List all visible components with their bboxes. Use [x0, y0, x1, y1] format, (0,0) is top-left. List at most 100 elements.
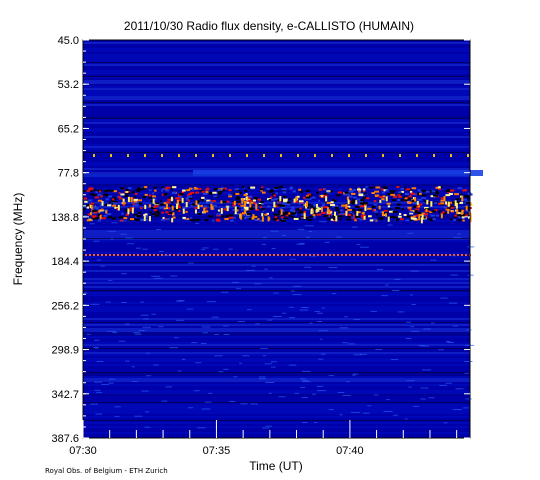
dark-channel [83, 102, 470, 103]
channel-row [83, 250, 470, 252]
burst-pixel [149, 189, 152, 192]
burst-pixel [363, 204, 367, 207]
burst-pixel [347, 215, 351, 218]
noise-speck [260, 347, 269, 349]
rfi-dot [221, 254, 223, 256]
burst-hot [226, 206, 229, 212]
noise-speck [262, 355, 267, 357]
rfi-dot [401, 254, 403, 256]
burst-pixel [202, 192, 208, 195]
burst-pixel [118, 197, 123, 200]
burst-hot [171, 205, 174, 211]
burst-pixel [204, 219, 209, 222]
burst-pixel [357, 217, 360, 220]
burst-pixel [206, 199, 211, 202]
burst-pixel [235, 192, 240, 195]
burst-pixel [190, 219, 195, 222]
noise-speck [211, 316, 219, 318]
burst-pixel [93, 211, 98, 214]
burst-hot [244, 200, 247, 207]
noise-speck [406, 321, 412, 323]
burst-pixel [159, 206, 162, 209]
noise-speck [464, 360, 473, 362]
channel-row [83, 222, 470, 224]
burst-pixel [144, 193, 148, 196]
burst-pixel [171, 186, 177, 189]
burst-pixel [452, 201, 457, 204]
rfi-dot [177, 254, 179, 256]
burst-hot [325, 196, 328, 202]
burst-pixel [215, 218, 221, 221]
noise-speck [359, 246, 369, 248]
rfi-dot [229, 154, 231, 157]
channel-row [83, 136, 470, 138]
channel-row [83, 330, 470, 332]
noise-speck [132, 332, 141, 334]
burst-pixel [261, 203, 265, 206]
burst-pixel [457, 216, 461, 219]
noise-speck [386, 399, 391, 401]
channel-row [83, 408, 470, 410]
burst-pixel [163, 207, 166, 210]
burst-pixel [235, 200, 241, 203]
channel-row [83, 154, 470, 156]
channel-row [83, 160, 470, 162]
burst-pixel [185, 198, 189, 201]
burst-pixel [351, 202, 355, 205]
burst-pixel [182, 216, 186, 219]
burst-pixel [164, 188, 169, 191]
noise-speck [121, 220, 127, 222]
noise-speck [143, 318, 149, 320]
noise-speck [367, 405, 372, 407]
burst-pixel [352, 214, 356, 217]
burst-pixel [455, 198, 459, 201]
burst-pixel [462, 219, 465, 222]
noise-speck [212, 248, 219, 250]
burst-pixel [333, 204, 339, 207]
burst-pixel [261, 186, 264, 189]
burst-pixel [241, 186, 245, 189]
burst-hot [101, 201, 104, 206]
channel-row [83, 340, 470, 342]
burst-pixel [188, 187, 193, 190]
noise-speck [467, 246, 475, 248]
burst-pixel [161, 189, 164, 192]
burst-hot [440, 213, 443, 219]
rfi-dot [381, 254, 383, 256]
burst-pixel [148, 196, 152, 199]
rfi-dot [416, 154, 418, 157]
burst-hot [447, 201, 450, 207]
noise-speck [191, 342, 198, 344]
burst-pixel [107, 204, 112, 207]
burst-hot [176, 199, 179, 205]
noise-speck [237, 321, 245, 323]
noise-speck [329, 253, 333, 255]
rfi-dot [201, 254, 203, 256]
noise-speck [290, 290, 296, 292]
burst-pixel [364, 192, 368, 195]
burst-pixel [454, 214, 459, 217]
noise-speck [464, 372, 469, 374]
burst-pixel [97, 213, 101, 216]
noise-speck [100, 265, 105, 267]
channel-row [83, 310, 470, 312]
channel-row [83, 128, 470, 130]
bright-band [193, 170, 483, 176]
burst-pixel [419, 192, 422, 195]
channel-row [83, 126, 470, 128]
noise-speck [413, 405, 420, 407]
burst-pixel [388, 208, 392, 211]
noise-speck [440, 297, 448, 299]
burst-pixel [95, 191, 98, 194]
burst-pixel [235, 197, 240, 200]
burst-hot [418, 215, 421, 221]
noise-speck [265, 425, 273, 427]
burst-pixel [293, 200, 299, 203]
burst-hot [197, 204, 200, 210]
burst-pixel [337, 191, 343, 194]
burst-pixel [118, 192, 121, 195]
burst-pixel [410, 218, 413, 221]
noise-speck [177, 370, 182, 372]
burst-pixel [187, 194, 190, 197]
noise-speck [363, 412, 370, 414]
